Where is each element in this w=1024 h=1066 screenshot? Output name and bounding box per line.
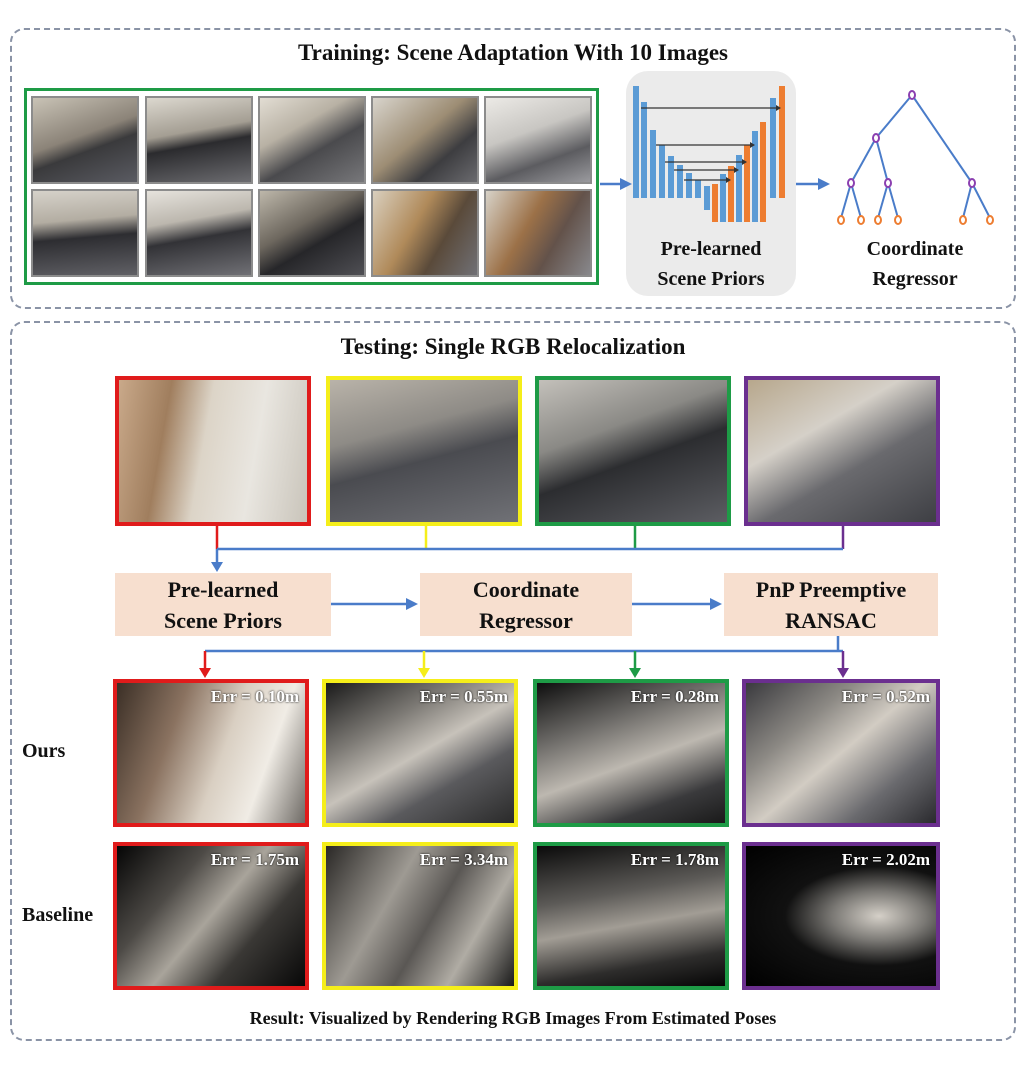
baseline-render-yellow: Err = 3.34m [322,842,518,990]
ours-row-label: Ours [22,740,66,762]
training-image-4 [371,96,479,184]
pipeline-box-regressor-line1: Coordinate [472,576,580,602]
testing-panel [10,321,1016,1041]
pipeline-box-pnp: PnP Preemptive RANSAC [724,573,938,636]
training-image-5 [484,96,592,184]
pipeline-box-pnp-line1: PnP Preemptive [755,576,907,602]
ours-err-yellow: Err = 0.55m [419,687,508,706]
training-title: Training: Scene Adaptation With 10 Image… [297,40,729,65]
baseline-render-red: Err = 1.75m [113,842,309,990]
training-priors-label: Pre-learned Scene Priors [626,234,796,294]
training-image-grid [24,88,599,285]
training-regressor-label-line2: Regressor [872,268,958,290]
training-regressor-label: Coordinate Regressor [835,234,995,294]
result-caption: Result: Visualized by Rendering RGB Imag… [249,1008,777,1028]
testing-title: Testing: Single RGB Relocalization [340,334,686,359]
pipeline-box-pnp-line2: RANSAC [785,607,877,633]
baseline-err-green: Err = 1.78m [630,850,719,869]
training-image-10 [484,189,592,277]
ours-render-red: Err = 0.10m [113,679,309,827]
pipeline-box-priors-line2: Scene Priors [164,607,282,633]
pipeline-box-priors: Pre-learned Scene Priors [115,573,331,636]
baseline-err-red: Err = 1.75m [210,850,299,869]
training-image-2 [145,96,253,184]
ours-render-green: Err = 0.28m [533,679,729,827]
training-image-7 [145,189,253,277]
training-image-9 [371,189,479,277]
ours-err-purple: Err = 0.52m [841,687,930,706]
query-image-green [535,376,731,526]
ours-render-purple: Err = 0.52m [742,679,940,827]
baseline-err-purple: Err = 2.02m [841,850,930,869]
training-regressor-label-line1: Coordinate [866,238,964,260]
ours-err-red: Err = 0.10m [210,687,299,706]
ours-err-green: Err = 0.28m [630,687,719,706]
query-image-purple [744,376,940,526]
training-image-3 [258,96,366,184]
baseline-render-purple: Err = 2.02m [742,842,940,990]
training-image-6 [31,189,139,277]
training-image-1 [31,96,139,184]
pipeline-box-priors-line1: Pre-learned [167,576,279,602]
training-panel [10,28,1016,309]
pipeline-box-regressor-line2: Regressor [479,607,573,633]
training-priors-label-line1: Pre-learned [660,238,762,260]
baseline-err-yellow: Err = 3.34m [419,850,508,869]
training-image-8 [258,189,366,277]
ours-render-yellow: Err = 0.55m [322,679,518,827]
baseline-row-label: Baseline [22,904,94,926]
pipeline-box-regressor: Coordinate Regressor [420,573,632,636]
query-image-red [115,376,311,526]
training-priors-label-line2: Scene Priors [657,268,765,290]
query-image-yellow [326,376,522,526]
baseline-render-green: Err = 1.78m [533,842,729,990]
